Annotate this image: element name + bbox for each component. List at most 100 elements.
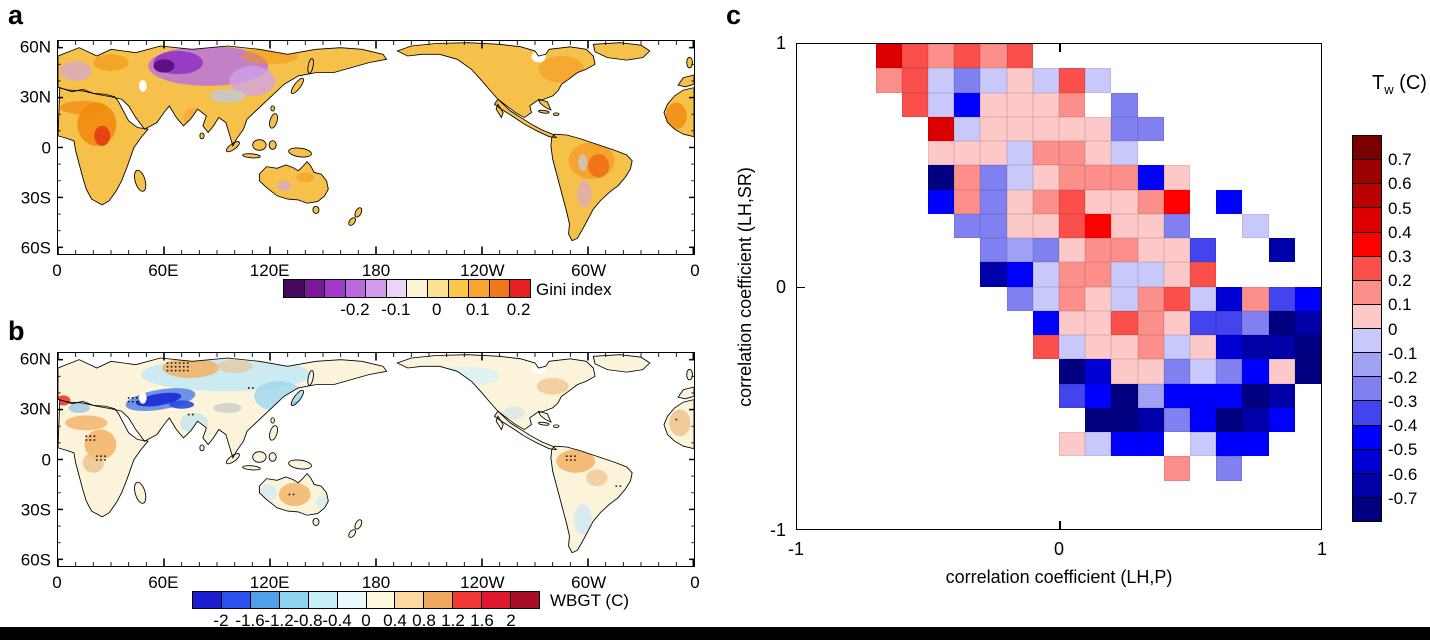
heatmap-cell — [980, 44, 1007, 69]
heatmap-c-grid — [797, 44, 1321, 529]
colorbar-b-tick-label: -0.4 — [322, 611, 352, 630]
map-b-lon-label: 120E — [249, 573, 290, 592]
colorbar-c-tick-label: 0.5 — [1388, 198, 1412, 218]
panel-c-label: c — [726, 0, 742, 30]
map-b-lon-label: 60E — [148, 573, 179, 592]
map-a-lon-label: 120E — [249, 261, 290, 280]
c-y-axis-label: correlation coefficient (LH,SR) — [735, 167, 755, 407]
c-axis-tick — [1313, 286, 1322, 289]
heatmap-cell — [1032, 335, 1059, 360]
colorbar-a-swatch — [304, 280, 326, 297]
heatmap-cell — [1032, 238, 1059, 263]
heatmap-cell — [1059, 383, 1086, 408]
heatmap-c — [796, 43, 1322, 530]
heatmap-cell — [928, 116, 955, 141]
heatmap-cell — [1085, 189, 1112, 214]
colorbar-a-swatch — [448, 280, 470, 297]
colorbar-c — [1352, 135, 1382, 522]
c-y-tick-label: -1 — [769, 520, 786, 540]
map-a-lon-label: 60W — [571, 261, 607, 280]
heatmap-cell — [1111, 310, 1138, 335]
colorbar-b-swatch — [424, 592, 454, 608]
heatmap-cell — [1032, 189, 1059, 214]
heatmap-cell — [1085, 407, 1112, 432]
map-a-lat-label: 30S — [20, 188, 51, 208]
heatmap-cell — [1163, 383, 1190, 408]
heatmap-cell — [1190, 383, 1217, 408]
colorbar-c-tick-label: -0.1 — [1388, 343, 1418, 363]
heatmap-cell — [1216, 335, 1243, 360]
heatmap-cell — [1242, 286, 1269, 311]
colorbar-c-swatch — [1353, 232, 1381, 257]
map-a-lat-label: 60N — [19, 37, 51, 57]
heatmap-cell — [928, 165, 955, 190]
map-b-lat-label: 60S — [20, 550, 51, 570]
heatmap-cell — [1111, 238, 1138, 263]
heatmap-cell — [1163, 456, 1190, 481]
heatmap-cell — [1163, 189, 1190, 214]
heatmap-cell — [1163, 359, 1190, 384]
heatmap-cell — [1294, 335, 1321, 360]
colorbar-a-tick-label: 0.1 — [465, 300, 490, 319]
colorbar-b-swatch — [511, 592, 540, 608]
heatmap-cell — [928, 141, 955, 166]
heatmap-cell — [954, 68, 981, 93]
map-a — [57, 40, 695, 255]
heatmap-cell — [1085, 141, 1112, 166]
colorbar-a-tick-label: -0.1 — [381, 300, 411, 319]
heatmap-cell — [1190, 310, 1217, 335]
heatmap-cell — [954, 44, 981, 69]
heatmap-cell — [1294, 286, 1321, 311]
colorbar-c-tick-label: -0.7 — [1388, 488, 1418, 508]
colorbar-b-tick-label: -2 — [213, 611, 229, 630]
colorbar-b-swatch — [395, 592, 425, 608]
colorbar-c-tick-label: 0.1 — [1388, 295, 1412, 315]
map-a-lon-label: 60E — [148, 261, 179, 280]
colorbar-c-swatch — [1353, 304, 1381, 329]
heatmap-cell — [1163, 262, 1190, 287]
colorbar-c-swatch — [1353, 184, 1381, 209]
heatmap-cell — [1190, 359, 1217, 384]
colorbar-b-swatch — [308, 592, 338, 608]
colorbar-a-swatch — [386, 280, 408, 297]
map-a-lon-label: 180 — [361, 261, 391, 280]
heatmap-cell — [1032, 68, 1059, 93]
heatmap-cell — [1163, 335, 1190, 360]
heatmap-cell — [1006, 141, 1033, 166]
heatmap-cell — [980, 238, 1007, 263]
heatmap-cell — [1137, 383, 1164, 408]
colorbar-a-swatch — [366, 280, 387, 297]
heatmap-cell — [1032, 286, 1059, 311]
heatmap-cell — [1006, 68, 1033, 93]
heatmap-cell — [1006, 262, 1033, 287]
heatmap-cell — [1137, 189, 1164, 214]
colorbar-b-tick-label: -1.6 — [235, 611, 265, 630]
heatmap-cell — [1242, 310, 1269, 335]
c-axis-tick — [1059, 521, 1061, 530]
colorbar-a-tick-label: -0.2 — [340, 300, 370, 319]
heatmap-cell — [1137, 286, 1164, 311]
heatmap-cell — [1137, 359, 1164, 384]
heatmap-cell — [1294, 359, 1321, 384]
heatmap-cell — [1216, 432, 1243, 457]
heatmap-cell — [1032, 213, 1059, 238]
heatmap-cell — [1006, 116, 1033, 141]
heatmap-cell — [1137, 165, 1164, 190]
heatmap-cell — [1216, 189, 1243, 214]
heatmap-cell — [901, 92, 928, 117]
colorbar-c-tick-label: -0.5 — [1388, 440, 1418, 460]
heatmap-cell — [1268, 335, 1295, 360]
heatmap-cell — [1059, 238, 1086, 263]
heatmap-cell — [1059, 286, 1086, 311]
heatmap-cell — [954, 141, 981, 166]
heatmap-cell — [1216, 456, 1243, 481]
bottom-black-bar — [0, 627, 1430, 640]
map-a-lat-label: 30N — [19, 87, 51, 107]
heatmap-cell — [1006, 238, 1033, 263]
colorbar-b-swatch — [337, 592, 367, 608]
colorbar-b-tick-label: 0 — [361, 611, 371, 630]
colorbar-c-tick-label: 0.2 — [1388, 271, 1412, 291]
heatmap-cell — [1216, 383, 1243, 408]
heatmap-cell — [1137, 335, 1164, 360]
heatmap-cell — [1137, 116, 1164, 141]
